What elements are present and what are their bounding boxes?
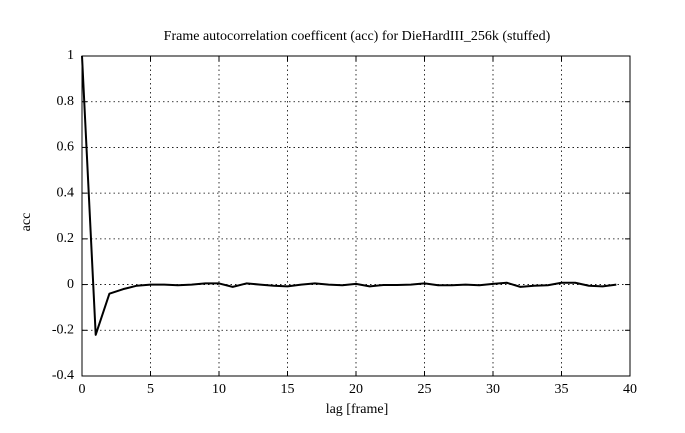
x-tick-label: 5 xyxy=(147,382,154,397)
data-line xyxy=(81,55,617,336)
y-tick-label: -0.2 xyxy=(52,323,74,338)
y-tick-label: 0.2 xyxy=(57,231,75,246)
y-axis-label: acc xyxy=(19,213,34,232)
y-tick-label: 0.6 xyxy=(57,140,75,155)
x-tick-label: 25 xyxy=(418,382,432,397)
x-tick-label: 40 xyxy=(623,382,637,397)
y-tick-label: 1 xyxy=(67,48,74,63)
x-tick-label: 20 xyxy=(349,382,363,397)
plot-frame xyxy=(81,55,631,377)
x-tick-label: 10 xyxy=(212,382,226,397)
y-tick-label: 0.8 xyxy=(57,94,75,109)
x-axis-label: lag [frame] xyxy=(326,402,389,417)
x-tick-label: 35 xyxy=(555,382,569,397)
y-tick-label: 0 xyxy=(67,277,74,292)
x-tick-label: 0 xyxy=(79,382,86,397)
x-tick-label: 15 xyxy=(281,382,295,397)
y-tick-label: 0.4 xyxy=(57,185,75,200)
chart-title: Frame autocorrelation coefficent (acc) f… xyxy=(164,29,551,44)
y-tick-label: -0.4 xyxy=(52,368,74,383)
x-tick-label: 30 xyxy=(486,382,500,397)
